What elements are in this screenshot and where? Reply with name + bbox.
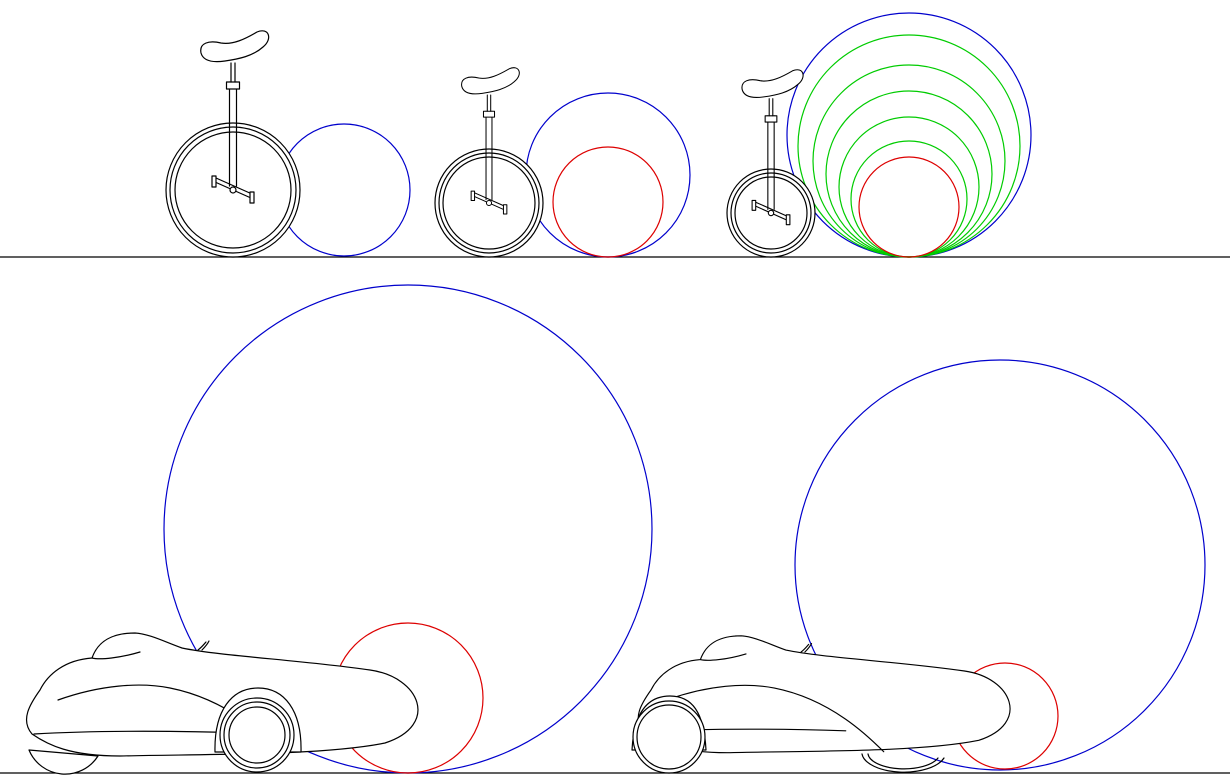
inner-circle-3 — [858, 156, 960, 258]
outer-circle-2 — [525, 92, 691, 258]
step-circle-3d — [838, 116, 980, 258]
step-circle-3b — [812, 64, 1006, 258]
outer-circle-5 — [794, 359, 1206, 771]
inner-circle-2 — [552, 146, 664, 258]
step-circle-3e — [850, 140, 968, 258]
velomobile-1 — [25, 632, 419, 775]
step-circle-3c — [825, 90, 993, 258]
velomobile-2 — [631, 635, 1011, 774]
circles-layer — [163, 12, 1206, 774]
unicycle-2 — [434, 67, 544, 258]
unicycle-1 — [165, 30, 301, 258]
outer-circle-3 — [786, 12, 1032, 258]
unicycle-3 — [726, 69, 816, 258]
